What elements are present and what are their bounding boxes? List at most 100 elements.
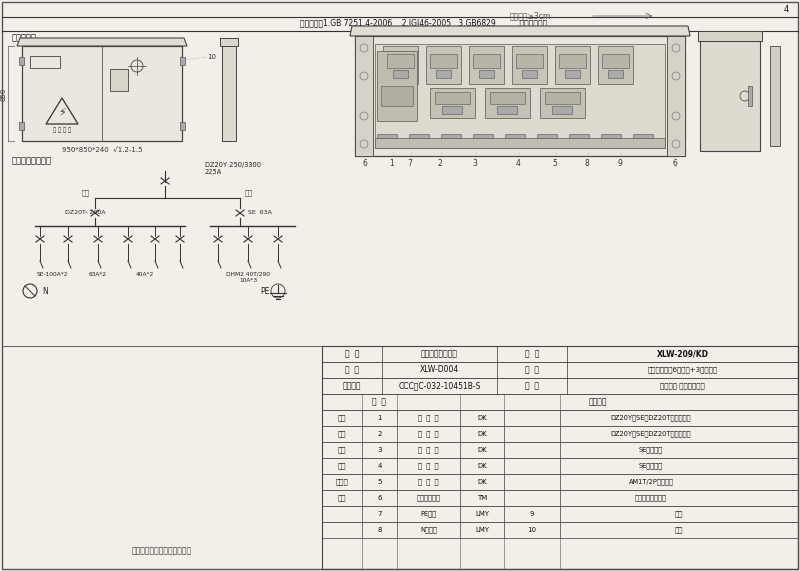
Text: 4: 4: [515, 159, 521, 168]
Text: 4: 4: [378, 463, 382, 469]
Text: 设计: 设计: [338, 415, 346, 421]
Bar: [377, 51, 417, 121]
Text: 序  号: 序 号: [373, 397, 386, 407]
Bar: [377, 134, 397, 142]
Text: 有 电 危 险: 有 电 危 险: [53, 127, 71, 133]
Text: 断  路  器: 断 路 器: [418, 447, 438, 453]
Bar: [545, 92, 580, 104]
Text: 哈尔滨市龙瑞电气成套设备厂: 哈尔滨市龙瑞电气成套设备厂: [132, 546, 192, 556]
Text: 40A*2: 40A*2: [136, 271, 154, 276]
Text: XLW-209/KD: XLW-209/KD: [657, 349, 709, 359]
Text: 10A*3: 10A*3: [239, 279, 257, 283]
Bar: [2, 346, 322, 569]
Polygon shape: [17, 38, 187, 46]
Text: 断  路  器: 断 路 器: [418, 415, 438, 421]
Text: LMY: LMY: [475, 511, 489, 517]
Text: PE: PE: [261, 287, 270, 296]
Bar: [375, 138, 665, 148]
Bar: [770, 46, 780, 146]
Bar: [322, 410, 798, 426]
Text: 7: 7: [407, 159, 413, 168]
Bar: [435, 92, 470, 104]
Text: 10: 10: [527, 527, 537, 533]
Bar: [383, 46, 418, 84]
Text: ⚡: ⚡: [58, 108, 66, 118]
Text: 照明: 照明: [245, 190, 253, 196]
Text: N线端子: N线端子: [420, 526, 437, 533]
Text: 断  路  器: 断 路 器: [418, 431, 438, 437]
Text: 4: 4: [784, 5, 789, 14]
Bar: [30, 56, 60, 68]
Bar: [601, 134, 621, 142]
Bar: [479, 70, 494, 78]
Bar: [505, 134, 525, 142]
Bar: [602, 54, 629, 68]
Bar: [748, 86, 752, 106]
Text: 名  称: 名 称: [345, 349, 359, 359]
Bar: [485, 88, 530, 118]
Text: DK: DK: [477, 479, 487, 485]
Bar: [426, 46, 461, 84]
Bar: [565, 70, 580, 78]
Text: 225A: 225A: [205, 169, 222, 175]
Text: 建筑施工用配电箱: 建筑施工用配电箱: [421, 349, 458, 359]
Bar: [322, 474, 798, 490]
Text: AM1T/2P透明系列: AM1T/2P透明系列: [629, 478, 674, 485]
Text: 5: 5: [553, 159, 558, 168]
Text: DZ20Y（SE、DZ20T）透明系列: DZ20Y（SE、DZ20T）透明系列: [610, 431, 691, 437]
Bar: [322, 426, 798, 442]
Text: 6: 6: [378, 495, 382, 501]
Text: 850: 850: [1, 87, 7, 100]
Bar: [497, 106, 517, 114]
Text: 断  路  器: 断 路 器: [418, 463, 438, 469]
Bar: [355, 36, 373, 156]
Bar: [375, 44, 665, 148]
Text: 1: 1: [390, 159, 394, 168]
Text: DK: DK: [477, 463, 487, 469]
Bar: [552, 106, 572, 114]
Text: 5: 5: [378, 479, 382, 485]
Text: SE透明系列: SE透明系列: [639, 447, 663, 453]
Bar: [322, 458, 798, 474]
Text: PE端子: PE端子: [421, 510, 437, 517]
Bar: [555, 46, 590, 84]
Bar: [322, 490, 798, 506]
Text: 动力: 动力: [82, 190, 90, 196]
Bar: [322, 362, 798, 378]
Bar: [322, 394, 798, 410]
Bar: [490, 92, 525, 104]
Bar: [110, 69, 128, 91]
Bar: [698, 31, 762, 41]
Text: 日期: 日期: [338, 494, 346, 501]
Text: 执行标准：1.GB 7251.4-2006    2.JGJ46-2005   3.GB6829          壳体颜色：黄: 执行标准：1.GB 7251.4-2006 2.JGJ46-2005 3.GB6…: [300, 19, 547, 29]
Text: 8: 8: [378, 527, 382, 533]
Bar: [180, 122, 185, 130]
Bar: [19, 122, 24, 130]
Text: 元件间距≥3cm: 元件间距≥3cm: [510, 11, 550, 21]
Text: 试验报告: 试验报告: [342, 381, 362, 391]
Text: 9: 9: [618, 159, 622, 168]
Text: XLW-D004: XLW-D004: [420, 365, 459, 375]
Bar: [393, 70, 408, 78]
Bar: [522, 70, 537, 78]
Bar: [22, 46, 182, 141]
Text: LMY: LMY: [475, 527, 489, 533]
Text: 9: 9: [530, 511, 534, 517]
Text: 1: 1: [378, 415, 382, 421]
Bar: [220, 38, 238, 46]
Bar: [430, 88, 475, 118]
Text: 6: 6: [673, 159, 678, 168]
Text: DK: DK: [477, 415, 487, 421]
Text: 现  格: 现 格: [525, 365, 539, 375]
Bar: [322, 522, 798, 538]
Text: 断  路  器: 断 路 器: [418, 478, 438, 485]
Text: SE  63A: SE 63A: [248, 211, 272, 215]
Bar: [322, 346, 798, 569]
Text: 型  号: 型 号: [525, 349, 539, 359]
Bar: [180, 57, 185, 65]
Text: 标牌: 标牌: [674, 526, 683, 533]
Bar: [322, 378, 798, 394]
Text: DK: DK: [477, 431, 487, 437]
Bar: [700, 41, 760, 151]
Text: 2: 2: [438, 159, 442, 168]
